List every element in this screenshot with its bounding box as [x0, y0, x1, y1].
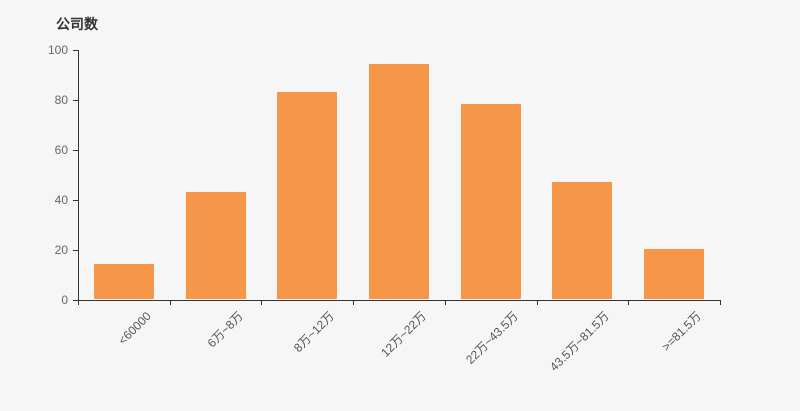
- x-tick-mark: [353, 300, 355, 305]
- x-tick-label: 12万~22万: [378, 309, 429, 360]
- y-tick-mark: [73, 300, 78, 301]
- bar[interactable]: [644, 249, 705, 299]
- y-tick-label: 100: [47, 43, 68, 57]
- x-tick-label: <60000: [115, 309, 154, 348]
- x-tick-label: 8万~12万: [291, 309, 338, 355]
- x-tick-mark: [536, 300, 538, 305]
- bar[interactable]: [369, 64, 429, 299]
- x-tick-mark: [78, 300, 79, 305]
- y-tick-label: 60: [54, 143, 68, 157]
- y-tick-label: 20: [54, 243, 68, 257]
- y-tick-label: 40: [54, 193, 68, 207]
- plot-area: 0 20 40 60 80 100 <60000 6万~8万 8万~12万 12万~22万 22万…: [48, 43, 721, 374]
- x-tick-label: 6万~8万: [204, 309, 246, 351]
- bar[interactable]: [93, 264, 154, 299]
- bar[interactable]: [460, 104, 521, 299]
- bar[interactable]: [552, 181, 613, 299]
- x-tick-mark: [444, 300, 446, 305]
- x-tick-mark: [628, 300, 630, 305]
- y-tick-mark: [73, 200, 78, 201]
- y-tick-mark: [73, 100, 78, 101]
- x-tick-mark: [169, 300, 171, 305]
- x-axis-line: [78, 300, 721, 301]
- y-tick-label: 80: [54, 93, 68, 107]
- y-tick-label: 0: [61, 293, 68, 307]
- bar[interactable]: [185, 191, 246, 299]
- y-axis-title: 公司数: [56, 16, 98, 32]
- bar[interactable]: [277, 91, 338, 299]
- y-tick-mark: [73, 150, 78, 151]
- x-tick-label: 43.5万~81.5万: [547, 309, 613, 374]
- x-tick-label: >=81.5万: [659, 309, 705, 354]
- x-tick-label: 22万~43.5万: [462, 309, 521, 367]
- x-tick-mark: [261, 300, 263, 305]
- y-axis-line: [78, 50, 79, 301]
- x-tick-mark: [720, 300, 721, 305]
- y-tick-mark: [73, 50, 78, 51]
- y-tick-mark: [73, 250, 78, 251]
- bar-chart: 公司数 0 20 40 60 80 100 <60000 6万~8万 8万~12万 12万~22…: [48, 16, 721, 374]
